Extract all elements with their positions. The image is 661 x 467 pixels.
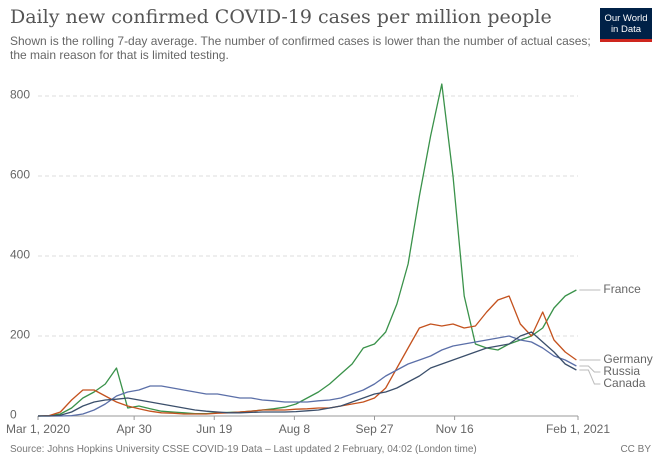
y-tick-label: 400 xyxy=(10,248,30,262)
y-tick-label: 200 xyxy=(10,328,30,342)
logo-line: Our World xyxy=(604,13,648,24)
x-tick-label: Jun 19 xyxy=(196,422,232,436)
series-line xyxy=(38,335,577,417)
label-connector xyxy=(579,369,601,385)
legend-label: Russia xyxy=(603,364,640,378)
license[interactable]: CC BY xyxy=(620,444,651,455)
series-line xyxy=(38,331,577,417)
x-tick-label: Apr 30 xyxy=(116,422,152,436)
chart-title: Daily new confirmed COVID-19 cases per m… xyxy=(10,6,552,28)
x-tick-label: Nov 16 xyxy=(436,422,474,436)
legend-label: Canada xyxy=(603,376,645,390)
y-tick-label: 600 xyxy=(10,168,30,182)
source-note: Source: Johns Hopkins University CSSE CO… xyxy=(10,444,477,455)
chart-subtitle: Shown is the rolling 7-day average. The … xyxy=(10,34,591,62)
x-tick-label: Feb 1, 2021 xyxy=(546,422,610,436)
series-line xyxy=(37,83,577,417)
legend-label: Germany xyxy=(603,352,652,366)
x-tick-label: Aug 8 xyxy=(279,422,311,436)
logo-line: in Data xyxy=(610,24,642,35)
y-tick-label: 800 xyxy=(10,88,30,102)
series-line xyxy=(37,295,577,417)
logo[interactable]: Our World in Data xyxy=(600,8,652,42)
y-tick-label: 0 xyxy=(10,408,17,422)
legend-label: France xyxy=(603,282,641,296)
label-connector xyxy=(579,365,601,373)
x-tick-label: Sep 27 xyxy=(355,422,393,436)
x-tick-label: Mar 1, 2020 xyxy=(6,422,70,436)
